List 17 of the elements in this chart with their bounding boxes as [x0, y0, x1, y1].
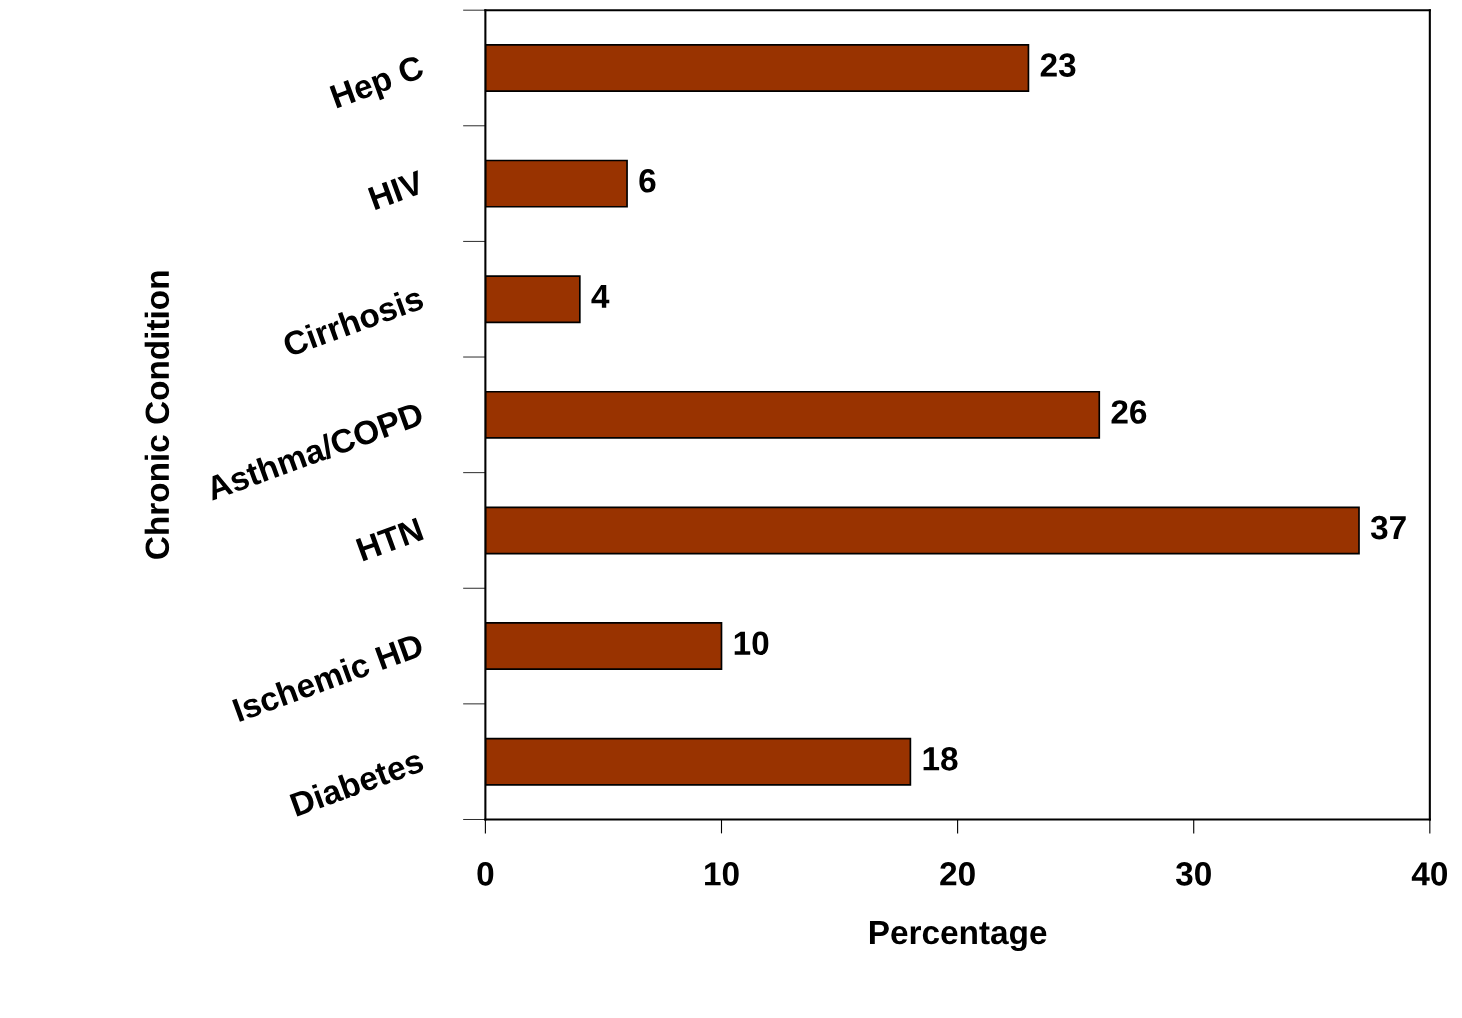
y-tick-label: HTN	[355, 517, 424, 562]
y-tick-label: Hep C	[329, 54, 428, 115]
data-label: 37	[1370, 515, 1406, 540]
x-tick-label: 30	[1175, 862, 1211, 886]
data-label: 26	[1111, 400, 1147, 424]
x-tick-label: 0	[477, 862, 494, 886]
data-label: 23	[1040, 53, 1076, 77]
x-tick-label: 40	[1411, 862, 1448, 886]
y-axis-title: Chronic Condition	[144, 271, 170, 559]
x-tick-label: 10	[705, 862, 739, 886]
data-label: 6	[639, 168, 656, 193]
data-label: 4	[591, 284, 610, 308]
data-label: 18	[923, 747, 958, 771]
x-tick-label: 20	[940, 862, 975, 886]
y-tick-label: HIV	[367, 170, 426, 210]
data-label: 10	[734, 631, 769, 656]
x-axis-title: Percentage	[869, 921, 1047, 952]
